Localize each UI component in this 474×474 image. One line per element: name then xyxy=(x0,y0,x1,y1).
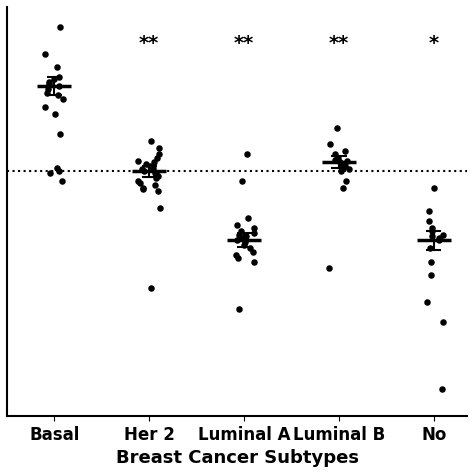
Point xyxy=(428,228,435,235)
Point xyxy=(56,23,64,31)
Point xyxy=(345,165,353,173)
Point xyxy=(243,151,251,158)
Point xyxy=(44,85,52,92)
Point xyxy=(338,161,346,168)
Point xyxy=(336,159,343,166)
Point xyxy=(331,151,338,158)
Point xyxy=(155,151,163,158)
Point xyxy=(53,164,60,172)
Point xyxy=(241,238,249,246)
Point xyxy=(426,218,433,225)
Text: **: ** xyxy=(234,34,254,53)
Point xyxy=(235,305,242,312)
Point xyxy=(242,232,250,240)
Point xyxy=(147,285,155,292)
Point xyxy=(232,251,239,259)
Point xyxy=(341,163,348,170)
Point xyxy=(143,161,150,168)
Point xyxy=(233,221,241,228)
Point xyxy=(246,245,254,252)
Point xyxy=(325,264,333,272)
Point xyxy=(139,184,146,191)
Point xyxy=(334,154,342,162)
Point xyxy=(251,258,258,265)
Point xyxy=(435,234,443,242)
Point xyxy=(250,224,257,232)
Point xyxy=(238,177,246,185)
Point xyxy=(234,255,242,262)
Point xyxy=(151,169,158,177)
Point xyxy=(427,271,435,279)
X-axis label: Breast Cancer Subtypes: Breast Cancer Subtypes xyxy=(116,449,358,467)
Point xyxy=(341,147,349,155)
Point xyxy=(430,184,438,191)
Point xyxy=(147,137,155,145)
Point xyxy=(342,177,349,185)
Point xyxy=(249,248,257,255)
Point xyxy=(435,237,443,244)
Point xyxy=(438,385,446,393)
Point xyxy=(42,50,49,58)
Point xyxy=(155,144,163,152)
Point xyxy=(344,157,351,165)
Point xyxy=(54,91,62,99)
Point xyxy=(140,167,147,175)
Point xyxy=(333,124,341,131)
Point xyxy=(139,185,147,193)
Point xyxy=(58,177,66,185)
Point xyxy=(138,165,146,173)
Point xyxy=(156,204,164,212)
Point xyxy=(241,241,248,249)
Point xyxy=(46,78,53,86)
Point xyxy=(154,172,162,180)
Point xyxy=(51,110,58,118)
Point xyxy=(149,164,157,172)
Point xyxy=(56,130,64,138)
Text: **: ** xyxy=(329,34,349,53)
Point xyxy=(55,73,63,81)
Point xyxy=(235,231,242,238)
Point xyxy=(134,177,142,185)
Point xyxy=(152,174,160,182)
Point xyxy=(428,224,436,232)
Point xyxy=(154,187,162,195)
Point xyxy=(331,156,339,164)
Point xyxy=(337,167,345,175)
Point xyxy=(136,179,144,186)
Point xyxy=(427,245,434,252)
Point xyxy=(150,159,158,166)
Point xyxy=(55,82,63,90)
Point xyxy=(46,169,54,177)
Point xyxy=(428,232,436,240)
Point xyxy=(153,171,160,178)
Point xyxy=(153,154,161,162)
Point xyxy=(427,258,435,265)
Point xyxy=(423,298,431,306)
Point xyxy=(439,231,447,238)
Point xyxy=(326,141,334,148)
Text: *: * xyxy=(429,34,439,53)
Point xyxy=(59,96,67,103)
Point xyxy=(134,157,142,165)
Point xyxy=(51,75,58,83)
Point xyxy=(339,164,346,172)
Point xyxy=(55,167,63,175)
Point xyxy=(43,89,50,97)
Text: **: ** xyxy=(139,34,159,53)
Point xyxy=(152,181,159,188)
Point xyxy=(339,184,347,191)
Point xyxy=(146,163,154,170)
Point xyxy=(45,80,53,88)
Point xyxy=(237,228,245,235)
Point xyxy=(41,104,49,111)
Point xyxy=(425,208,432,215)
Point xyxy=(244,214,251,222)
Point xyxy=(238,234,246,242)
Point xyxy=(53,64,61,71)
Point xyxy=(251,230,258,237)
Point xyxy=(439,318,447,326)
Point xyxy=(233,237,240,244)
